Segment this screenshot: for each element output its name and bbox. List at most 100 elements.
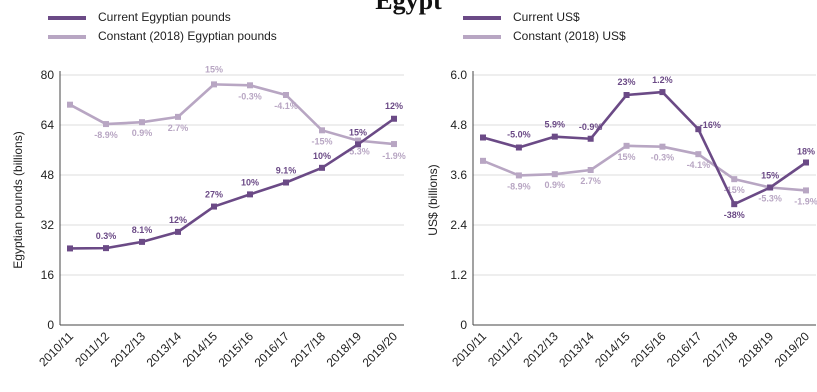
x-tick-label: 2015/16 [216, 329, 257, 370]
x-tick-label: 2018/19 [324, 329, 365, 370]
data-point-current [67, 245, 73, 252]
data-point-current [695, 126, 702, 133]
y-tick-label: 0 [47, 318, 54, 332]
x-tick-label: 2019/20 [360, 329, 401, 370]
data-label-constant: -0.3% [651, 153, 675, 163]
legend-swatch-current [48, 16, 86, 20]
legend-label: Constant (2018) US$ [513, 29, 626, 43]
chart-2-legend: Current US$ Constant (2018) US$ [463, 8, 626, 46]
data-label-current: 15% [349, 127, 367, 137]
data-label-current: 0.3% [96, 231, 117, 241]
data-point-constant [103, 121, 109, 128]
data-point-current [731, 201, 738, 208]
series-line-constant [69, 83, 395, 146]
data-label-current: 23% [618, 77, 636, 87]
data-label-current: -0.9% [579, 122, 603, 132]
series-line-constant [482, 144, 807, 192]
x-tick-label: 2014/15 [592, 329, 633, 370]
data-point-constant [391, 141, 397, 148]
data-label-constant: -1.9% [382, 151, 406, 161]
data-label-constant: -15% [724, 185, 745, 195]
data-point-constant [283, 92, 289, 98]
legend-label: Current Egyptian pounds [98, 10, 231, 24]
data-point-constant [355, 137, 361, 144]
x-tick-label: 2018/19 [736, 329, 777, 370]
data-point-constant [695, 151, 702, 158]
data-point-constant [67, 101, 73, 108]
data-label-current: -16% [700, 120, 721, 130]
chart-1-legend: Current Egyptian pounds Constant (2018) … [48, 8, 277, 46]
y-tick-label: 32 [41, 218, 55, 232]
data-label-current: 1.2% [652, 75, 673, 85]
y-tick-label: 64 [41, 118, 55, 132]
data-point-current [480, 134, 486, 141]
x-tick-label: 2015/16 [628, 329, 669, 370]
y-tick-label: 6.0 [450, 68, 467, 82]
legend-label: Constant (2018) Egyptian pounds [98, 29, 277, 43]
data-label-constant: 15% [618, 152, 636, 162]
data-label-constant: 0.9% [132, 128, 153, 138]
data-point-current [623, 92, 630, 98]
data-point-current [803, 159, 809, 166]
data-point-current [391, 115, 397, 122]
x-tick-label: 2011/12 [485, 329, 525, 369]
x-tick-label: 2016/17 [252, 329, 293, 370]
legend-swatch-current [463, 16, 501, 20]
data-label-constant: -5.3% [758, 194, 782, 204]
data-point-current [551, 133, 558, 140]
data-point-current [355, 141, 361, 148]
x-tick-label: 2013/14 [144, 329, 185, 370]
series-line-current [482, 90, 807, 206]
legend-item-current-egp: Current Egyptian pounds [48, 8, 277, 27]
data-point-constant [319, 127, 325, 134]
data-label-constant: 2.7% [168, 123, 189, 133]
data-label-constant: -15% [311, 136, 332, 146]
x-tick-label: 2010/11 [36, 329, 76, 369]
y-tick-label: 80 [41, 68, 55, 82]
x-tick-label: 2011/12 [72, 329, 112, 369]
data-point-constant [247, 82, 253, 89]
data-point-current [211, 203, 217, 210]
data-label-constant: -4.1% [687, 160, 711, 170]
data-label-current: 8.1% [132, 225, 153, 235]
data-point-current [587, 135, 594, 142]
data-point-constant [480, 157, 486, 164]
x-tick-label: 2017/18 [288, 329, 329, 370]
data-label-current: 9.1% [276, 166, 297, 176]
legend-swatch-constant [48, 35, 86, 39]
data-label-current: 15% [761, 171, 779, 181]
data-point-constant [803, 187, 809, 194]
y-tick-label: 16 [41, 268, 55, 282]
data-point-current [659, 89, 666, 96]
data-point-current [103, 245, 109, 252]
x-tick-label: 2016/17 [664, 329, 705, 370]
legend-item-current-usd: Current US$ [463, 8, 626, 27]
data-point-current [515, 144, 522, 151]
data-point-constant [139, 119, 145, 126]
data-point-constant [175, 113, 181, 120]
data-label-constant: -5.3% [346, 147, 370, 157]
x-tick-label: 2012/13 [520, 329, 561, 370]
x-tick-label: 2010/11 [449, 329, 489, 369]
y-tick-label: 4.8 [450, 118, 467, 132]
data-label-current: 10% [241, 177, 259, 187]
data-point-constant [623, 142, 630, 149]
data-point-current [175, 228, 181, 235]
data-label-constant: 2.7% [580, 176, 601, 186]
data-point-constant [587, 167, 594, 173]
data-point-current [247, 191, 253, 198]
x-tick-label: 2013/14 [556, 329, 597, 370]
data-point-constant [551, 171, 558, 178]
data-point-constant [211, 81, 217, 88]
data-label-current: -38% [724, 210, 745, 220]
legend-swatch-constant [463, 35, 501, 39]
data-label-current: 12% [385, 101, 403, 111]
y-axis-title: US$ (billions) [426, 164, 440, 235]
y-tick-label: 2.4 [450, 218, 467, 232]
page-title: Egypt [375, 0, 442, 15]
data-label-constant: 15% [205, 64, 223, 74]
data-label-constant: -0.3% [238, 91, 262, 101]
data-label-constant: -1.9% [794, 196, 817, 206]
x-tick-label: 2014/15 [180, 329, 221, 370]
